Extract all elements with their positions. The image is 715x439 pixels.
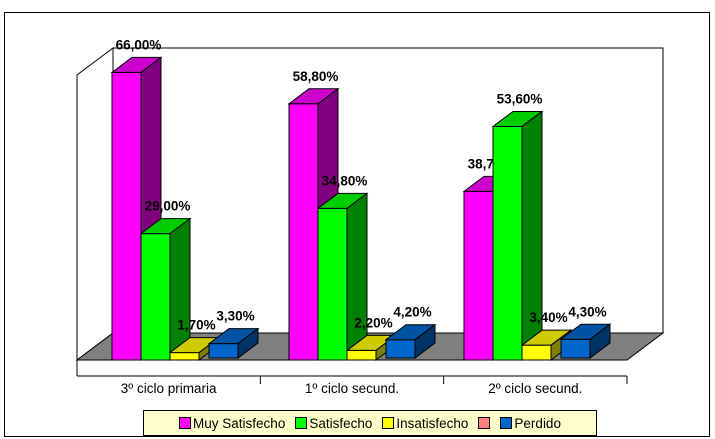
bar-muy-satisfecho [111, 71, 142, 361]
bar-satisfecho [492, 125, 523, 361]
legend-swatch [500, 417, 513, 429]
bar-insatisfecho [169, 352, 200, 361]
legend-label: Satisfecho [309, 415, 373, 431]
data-label: 34,80% [322, 173, 368, 188]
side-wall [76, 47, 114, 361]
legend-item: Perdido [500, 416, 561, 431]
legend-item: Satisfecho [295, 416, 372, 431]
data-label: 66,00% [116, 37, 162, 52]
back-wall [112, 47, 664, 334]
bar-perdido [385, 339, 416, 359]
legend-label: Muy Satisfecho [193, 415, 286, 431]
bar-satisfecho [317, 207, 348, 361]
x-tick-label: 1º ciclo secund. [305, 381, 399, 396]
bar-side [589, 323, 611, 359]
x-tick-label: 2º ciclo secund. [488, 381, 582, 396]
data-label: 53,60% [497, 91, 543, 106]
bar-insatisfecho [521, 344, 552, 361]
legend-label: Perdido [514, 415, 561, 431]
bar-muy-satisfecho [463, 190, 494, 361]
data-label: 4,20% [393, 305, 431, 320]
bar-side [237, 327, 259, 359]
chart-legend: Muy Satisfecho Satisfecho Insatisfecho Perd… [143, 410, 597, 436]
legend-swatch [179, 417, 192, 429]
bar-side [414, 323, 436, 359]
legend-swatch [382, 417, 395, 429]
data-label: 2,20% [354, 315, 392, 330]
data-label: 4,30% [568, 304, 606, 319]
legend-swatch [478, 417, 491, 429]
data-label: 29,00% [145, 199, 191, 214]
bar-insatisfecho [346, 349, 377, 361]
data-label: 58,80% [293, 69, 339, 84]
legend-swatch [295, 417, 308, 429]
legend-label: Insatisfecho [396, 415, 469, 431]
data-label: 3,40% [529, 310, 567, 325]
bar-side [169, 217, 191, 361]
bar-perdido [560, 338, 591, 359]
bar-satisfecho [140, 233, 171, 361]
bar-side [346, 192, 368, 361]
x-tick-label: 3º ciclo primaria [121, 381, 217, 396]
data-label: 1,70% [177, 318, 215, 333]
bar-muy-satisfecho [288, 103, 319, 361]
legend-item: Insatisfecho [382, 416, 468, 431]
legend-item: Muy Satisfecho [179, 416, 285, 431]
data-label: 3,30% [216, 309, 254, 324]
bar-perdido [208, 343, 239, 359]
